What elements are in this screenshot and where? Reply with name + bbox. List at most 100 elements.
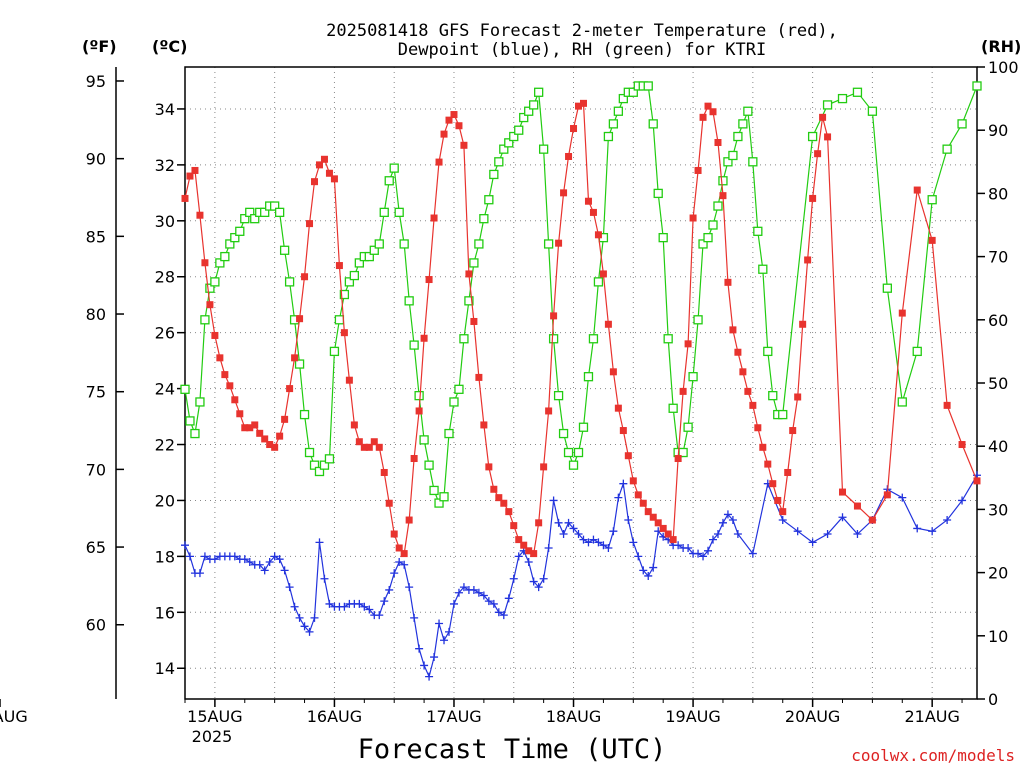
rh-point bbox=[294, 359, 305, 369]
dewpoint-point bbox=[733, 530, 742, 539]
rh-point bbox=[758, 264, 768, 274]
temperature-point bbox=[435, 158, 443, 166]
rh-point bbox=[309, 460, 320, 470]
temperature-point bbox=[679, 387, 687, 395]
rh-point bbox=[663, 334, 673, 344]
rh-point bbox=[534, 87, 544, 97]
rh-point bbox=[389, 163, 399, 173]
temperature-line bbox=[184, 102, 978, 555]
dewpoint-point bbox=[823, 530, 832, 539]
rh-point bbox=[399, 239, 409, 249]
temperature-point bbox=[589, 208, 597, 216]
dewpoint-point bbox=[415, 644, 424, 653]
temperature-point bbox=[450, 111, 458, 119]
dewpoint-point bbox=[594, 538, 603, 547]
rh-point bbox=[588, 334, 599, 344]
rh-point bbox=[683, 422, 693, 432]
dewpoint-point bbox=[599, 541, 608, 550]
temperature-point bbox=[579, 99, 587, 107]
dewpoint-point bbox=[375, 611, 384, 620]
dewpoint-point bbox=[445, 627, 453, 636]
tick-labels: 15AUG 16AUG 17AUG 18AUG 19AUG 20AUG 21AUG 22AUG… bbox=[0, 58, 1019, 726]
dewpoint-point bbox=[534, 583, 543, 592]
temperature-point bbox=[181, 194, 189, 202]
rh-point bbox=[593, 277, 604, 287]
temperature-point bbox=[943, 401, 951, 409]
rh-point bbox=[304, 447, 315, 458]
dewpoint-point bbox=[420, 661, 429, 670]
rh-point bbox=[180, 384, 190, 394]
rh-point bbox=[648, 119, 658, 129]
temperature-point bbox=[689, 214, 697, 222]
rh-point bbox=[728, 150, 738, 161]
dewpoint-point bbox=[928, 527, 937, 536]
temperature-point bbox=[395, 544, 403, 552]
temperature-point bbox=[420, 334, 428, 342]
dewpoint-point bbox=[499, 611, 508, 620]
dewpoint-point bbox=[539, 574, 548, 583]
rh-point bbox=[713, 201, 723, 211]
temperature-point bbox=[550, 312, 558, 320]
rh-point bbox=[927, 195, 937, 205]
temperature-point bbox=[211, 331, 219, 339]
temperature-point bbox=[345, 376, 353, 384]
dewpoint-point bbox=[718, 518, 727, 527]
temperature-point bbox=[898, 309, 906, 317]
dewpoint-point bbox=[459, 583, 468, 592]
rh-point bbox=[250, 214, 260, 224]
chart-title-line2: Dewpoint (blue), RH (green) for KTRI bbox=[398, 40, 766, 60]
rh-point bbox=[942, 144, 952, 154]
temperature-point bbox=[639, 499, 647, 507]
dewpoint-point bbox=[295, 613, 304, 622]
dewpoint-point bbox=[793, 527, 802, 536]
temperature-point bbox=[196, 211, 204, 219]
dewpoint-point bbox=[614, 493, 623, 502]
temperature-point bbox=[530, 550, 538, 558]
temperature-point bbox=[734, 348, 742, 356]
dewpoint-point bbox=[435, 619, 444, 628]
temperature-point bbox=[191, 166, 199, 174]
temperature-point bbox=[425, 276, 433, 284]
dewpoint-point bbox=[624, 516, 633, 525]
temperature-point bbox=[495, 494, 503, 502]
rh-point bbox=[822, 100, 833, 110]
rh-point bbox=[409, 340, 419, 350]
fahrenheit-tick-label: 95 bbox=[86, 72, 106, 91]
temperature-point bbox=[809, 194, 817, 202]
rh-point bbox=[210, 277, 220, 287]
temperature-point bbox=[535, 519, 543, 527]
dewpoint-point bbox=[559, 530, 568, 539]
temperature-point bbox=[609, 368, 617, 376]
temperature-point bbox=[271, 443, 279, 451]
rh-point bbox=[230, 232, 240, 243]
temperature-point bbox=[789, 427, 797, 435]
temperature-point bbox=[335, 262, 343, 270]
temperature-point bbox=[385, 499, 393, 507]
rh-point bbox=[494, 157, 504, 167]
temperature-point bbox=[490, 485, 498, 493]
fahrenheit-tick-label: 70 bbox=[86, 460, 106, 479]
dewpoint-point bbox=[360, 602, 369, 611]
temperature-point bbox=[769, 480, 777, 488]
dewpoint-point bbox=[265, 557, 274, 566]
temperature-point bbox=[644, 508, 652, 516]
rh-point bbox=[354, 258, 364, 268]
temperature-point bbox=[355, 438, 363, 446]
rh-point bbox=[553, 390, 564, 401]
rh-point bbox=[628, 87, 638, 97]
dewpoint-point bbox=[390, 569, 399, 578]
dewpoint-point bbox=[474, 588, 483, 597]
celsius-unit-label: (ºC) bbox=[152, 37, 187, 56]
rh-point bbox=[807, 131, 818, 142]
temperature-point bbox=[599, 270, 607, 278]
temperature-point bbox=[928, 236, 936, 244]
dewpoint-point bbox=[181, 541, 189, 550]
axes bbox=[0, 66, 985, 707]
dewpoint-point bbox=[913, 524, 922, 533]
dewpoint-point bbox=[838, 513, 847, 522]
rh-point bbox=[195, 397, 205, 407]
dewpoint-point bbox=[529, 577, 538, 586]
temperature-point bbox=[624, 452, 632, 460]
temperature-point bbox=[236, 410, 244, 418]
temperature-point bbox=[594, 231, 602, 239]
